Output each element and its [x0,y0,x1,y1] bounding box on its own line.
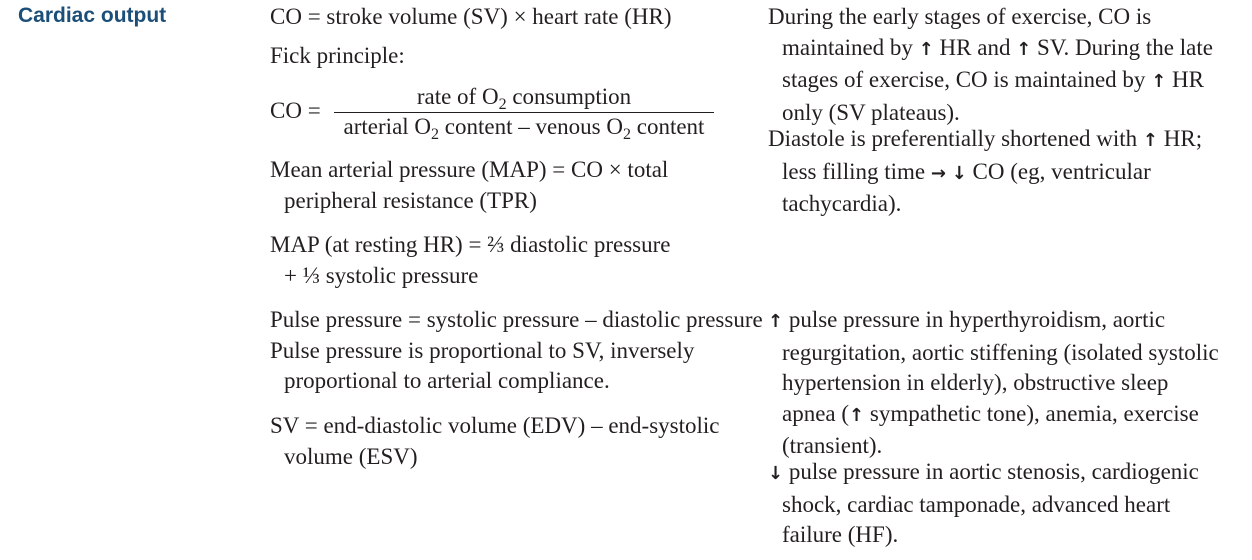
down-arrow-icon: ↓ [951,162,967,184]
pulse-pressure-formula: Pulse pressure = systolic pressure – dia… [270,307,763,332]
sv-formula: SV = end-diastolic volume (EDV) – end-sy… [270,413,720,469]
section-heading: Cardiac output [18,4,167,27]
up-arrow-icon: ↑ [918,38,934,60]
pulse-pressure-block: Pulse pressure = systolic pressure – dia… [270,307,763,393]
decreased-pulse-pressure-note: ↓ pulse pressure in aortic stenosis, car… [768,459,1199,547]
fick-denominator: arterial O2 content – venous O2 content [343,114,705,143]
exercise-note: During the early stages of exercise, CO … [768,4,1213,125]
up-arrow-icon: ↑ [768,311,784,332]
diastole-note: Diastole is preferentially shortened wit… [768,126,1203,216]
right-arrow-icon: → [930,162,946,184]
up-arrow-icon: ↑ [1142,130,1159,151]
fick-label: Fick principle: [270,43,405,68]
up-arrow-icon: ↑ [849,404,865,426]
up-arrow-icon: ↑ [1151,71,1167,92]
map-formula: Mean arterial pressure (MAP) = CO × tota… [270,157,669,213]
pulse-pressure-proportional: Pulse pressure is proportional to SV, in… [270,337,695,363]
up-arrow-icon: ↑ [1016,38,1032,60]
map-resting-formula: MAP (at resting HR) = ⅔ diastolic pressu… [270,232,671,288]
co-formula: CO = stroke volume (SV) × heart rate (HR… [270,4,672,29]
fraction-bar [334,112,714,113]
down-arrow-icon: ↓ [768,463,784,484]
fick-lhs: CO = [270,98,321,123]
increased-pulse-pressure-note: ↑ pulse pressure in hyperthyroidism, aor… [768,307,1219,458]
fick-numerator: rate of O2 consumption [416,84,632,113]
